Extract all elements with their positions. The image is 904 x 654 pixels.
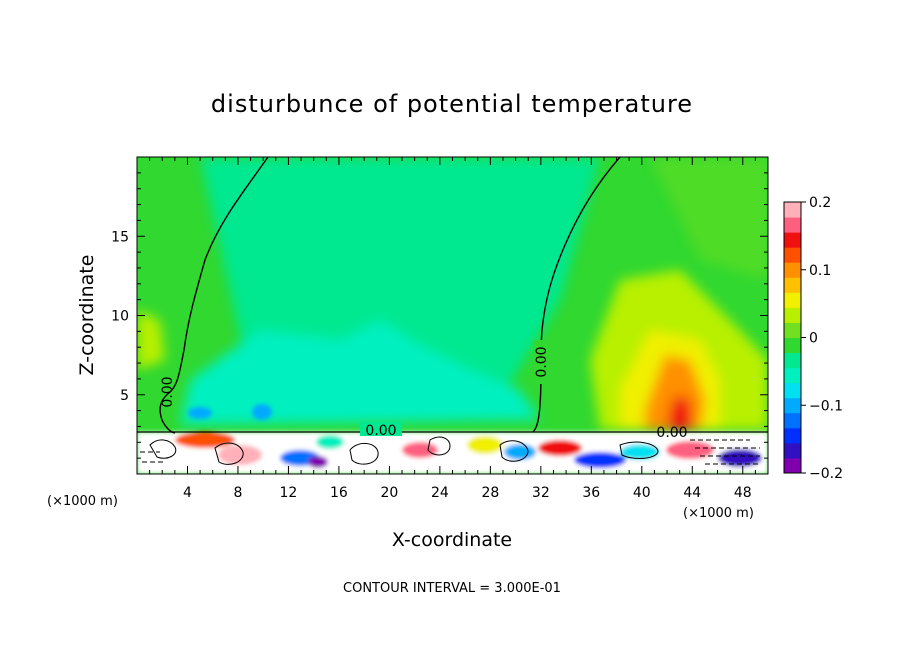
colorbar bbox=[784, 202, 801, 474]
colorbar-tick-label: −0.1 bbox=[809, 398, 843, 414]
boundary-blob-4 bbox=[308, 456, 328, 468]
colorbar-swatch bbox=[784, 412, 801, 429]
colorbar-tick-label: 0.2 bbox=[809, 195, 831, 211]
y-tick-label: 15 bbox=[111, 229, 129, 245]
x-tick-label: 12 bbox=[280, 485, 298, 501]
x-tick-label: 48 bbox=[734, 485, 752, 501]
colorbar-swatch bbox=[784, 322, 801, 338]
colorbar-swatch bbox=[784, 232, 801, 248]
heatmap-field: 0.00 0.00 0.00 0.00 bbox=[137, 157, 768, 474]
colorbar-swatch bbox=[784, 442, 801, 459]
contour-label-mid-bg bbox=[360, 422, 402, 436]
boundary-blob-10 bbox=[574, 452, 626, 468]
boundary-blob-5 bbox=[316, 435, 344, 449]
colorbar-swatch bbox=[784, 337, 801, 354]
colorbar-swatch bbox=[784, 277, 801, 293]
contour-interval-note: CONTOUR INTERVAL = 3.000E-01 bbox=[343, 581, 561, 596]
colorbar-tick-label: 0 bbox=[809, 331, 818, 347]
colorbar-swatch bbox=[784, 367, 801, 384]
y-axis-ticks: 5 10 15 bbox=[111, 172, 768, 459]
colorbar-tick-label: 0.1 bbox=[809, 263, 831, 279]
x-tick-label: 32 bbox=[532, 485, 550, 501]
boundary-blob-7 bbox=[467, 436, 503, 454]
x-tick-label: 44 bbox=[683, 485, 701, 501]
boundary-blob-8 bbox=[504, 444, 536, 460]
contour-label-mid: 0.00 bbox=[365, 423, 396, 439]
contour-label-left: 0.00 bbox=[160, 376, 176, 407]
contour-label-right: 0.00 bbox=[534, 346, 550, 377]
boundary-blob-6 bbox=[402, 442, 438, 458]
x-tick-label: 36 bbox=[582, 485, 600, 501]
colorbar-ticks: 0.2 0.1 0 −0.1 −0.2 bbox=[801, 195, 843, 482]
x-tick-label: 24 bbox=[431, 485, 449, 501]
y-tick-label: 10 bbox=[111, 309, 129, 325]
field-mid-green-region bbox=[650, 157, 768, 280]
colorbar-swatch bbox=[784, 352, 801, 369]
field-left-patch bbox=[137, 310, 165, 370]
colorbar-swatch bbox=[784, 427, 801, 444]
field-teal-region bbox=[180, 320, 540, 425]
x-axis-label: X-coordinate bbox=[392, 529, 512, 551]
contour-cells bbox=[149, 436, 659, 465]
boundary-blob-13 bbox=[718, 449, 762, 467]
x-tick-label: 16 bbox=[330, 485, 348, 501]
contour-label-right-bg bbox=[533, 340, 551, 384]
x-tick-label: 4 bbox=[183, 485, 192, 501]
boundary-blob-9 bbox=[538, 440, 582, 456]
colorbar-swatch bbox=[784, 247, 801, 263]
x-tick-label: 28 bbox=[481, 485, 499, 501]
boundary-blob-2 bbox=[218, 445, 262, 465]
contour-dashed-negatives bbox=[140, 439, 760, 465]
boundary-blob-15 bbox=[252, 404, 272, 420]
colorbar-swatch bbox=[784, 217, 801, 233]
y-axis-label: Z-coordinate bbox=[76, 255, 98, 376]
colorbar-swatch bbox=[784, 397, 801, 414]
x-tick-label: 8 bbox=[233, 485, 242, 501]
x-unit-left: (×1000 m) bbox=[47, 494, 118, 509]
colorbar-swatch bbox=[784, 457, 801, 474]
x-tick-label: 20 bbox=[380, 485, 398, 501]
chart-title: disturbunce of potential temperature bbox=[211, 90, 693, 118]
boundary-blob-1 bbox=[175, 432, 235, 448]
y-tick-label: 5 bbox=[120, 388, 129, 404]
boundary-blob-11 bbox=[620, 444, 660, 460]
colorbar-swatch bbox=[784, 262, 801, 278]
colorbar-swatch bbox=[784, 382, 801, 399]
colorbar-swatch bbox=[784, 202, 801, 218]
colorbar-swatch bbox=[784, 292, 801, 308]
contour-label-far-right: 0.00 bbox=[656, 425, 687, 441]
colorbar-swatch bbox=[784, 307, 801, 323]
colorbar-tick-label: −0.2 bbox=[809, 466, 843, 482]
boundary-blob-14 bbox=[188, 407, 212, 419]
x-tick-label: 40 bbox=[633, 485, 651, 501]
boundary-blob-12 bbox=[666, 441, 714, 459]
contour-line-right bbox=[532, 157, 621, 433]
field-red-region bbox=[668, 395, 692, 430]
x-unit-right: (×1000 m) bbox=[683, 506, 754, 521]
contour-line-left bbox=[159, 157, 269, 434]
x-axis-ticks: 4 8 12 16 20 24 28 32 36 40 44 48 bbox=[149, 157, 756, 501]
